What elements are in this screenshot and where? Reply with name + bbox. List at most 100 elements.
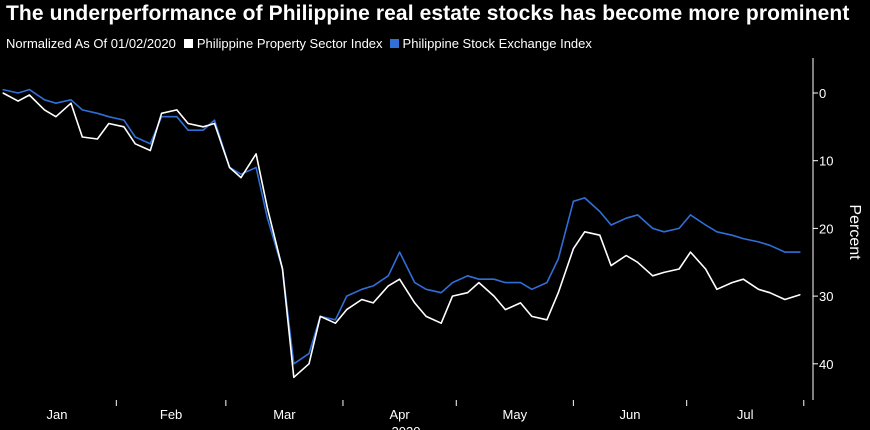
data-point-property	[652, 275, 654, 277]
data-point-property	[425, 315, 427, 317]
data-point-property	[149, 149, 151, 152]
data-point-psei	[663, 231, 665, 233]
data-point-property	[43, 109, 46, 111]
y-tick-label: 0	[819, 86, 826, 101]
data-point-psei	[43, 99, 46, 101]
data-point-psei	[399, 251, 401, 253]
data-point-property	[281, 268, 284, 270]
data-point-psei	[255, 166, 257, 169]
data-point-psei	[705, 224, 707, 226]
data-point-psei	[240, 173, 242, 175]
data-point-property	[187, 122, 189, 125]
data-point-psei	[637, 214, 639, 216]
data-point-psei	[784, 251, 786, 253]
data-point-psei	[266, 217, 268, 219]
data-point-psei	[769, 244, 771, 246]
data-point-property	[134, 143, 136, 145]
data-point-property	[478, 282, 480, 284]
x-tick-label: Feb	[160, 407, 182, 422]
data-point-psei	[652, 227, 654, 229]
data-point-property	[108, 122, 110, 125]
data-point-property	[678, 268, 680, 270]
data-point-property	[293, 376, 295, 378]
data-point-property	[625, 254, 627, 257]
data-point-property	[346, 309, 348, 311]
data-point-psei	[361, 288, 363, 290]
x-tick-label: May	[503, 407, 528, 422]
data-point-property	[757, 288, 760, 290]
data-point-psei	[599, 210, 601, 213]
data-point-psei	[372, 285, 374, 287]
data-point-psei	[108, 116, 110, 118]
y-tick-label: 30	[819, 289, 833, 304]
data-point-psei	[689, 214, 692, 216]
data-point-property	[361, 298, 363, 301]
data-point-property	[229, 166, 231, 169]
data-point-property	[414, 302, 416, 304]
data-point-psei	[451, 282, 454, 284]
x-tick-label: Apr	[389, 407, 410, 422]
data-point-psei	[467, 275, 469, 277]
data-point-psei	[678, 227, 680, 229]
data-point-property	[255, 153, 257, 155]
data-point-property	[266, 207, 268, 209]
data-point-psei	[584, 197, 586, 199]
legend-item-psei: Philippine Stock Exchange Index	[389, 36, 592, 51]
data-point-property	[81, 136, 83, 138]
data-point-property	[716, 288, 718, 290]
data-point-psei	[96, 112, 98, 114]
data-point-psei	[334, 319, 336, 321]
data-point-property	[769, 292, 771, 294]
data-point-psei	[478, 278, 480, 280]
data-point-psei	[572, 200, 575, 202]
data-point-property	[557, 292, 559, 294]
data-point-psei	[742, 238, 744, 240]
data-point-psei	[308, 353, 310, 355]
data-point-property	[55, 116, 57, 118]
data-point-property	[451, 295, 454, 297]
x-tick-label: Jun	[620, 407, 641, 422]
data-point-psei	[134, 136, 136, 138]
data-point-psei	[716, 231, 718, 233]
chart-title: The underperformance of Philippine real …	[6, 2, 850, 25]
data-point-property	[519, 302, 522, 304]
y-axis-title: Percent	[846, 204, 863, 260]
x-axis-title: 2020	[392, 424, 421, 430]
data-point-property	[2, 92, 4, 94]
x-tick-label: Jan	[47, 407, 68, 422]
data-point-psei	[546, 282, 548, 284]
data-point-property	[240, 177, 242, 179]
data-point-psei	[55, 102, 57, 104]
normalization-note: Normalized As Of 01/02/2020	[6, 36, 176, 51]
data-point-property	[742, 278, 744, 280]
series-line-psei	[2, 88, 800, 365]
data-point-psei	[213, 119, 216, 121]
data-point-psei	[293, 363, 295, 365]
legend-item-property: Philippine Property Sector Index	[183, 36, 383, 51]
legend-swatch-property	[183, 39, 193, 48]
data-point-property	[334, 322, 336, 324]
data-point-psei	[28, 89, 30, 91]
data-point-psei	[414, 282, 416, 284]
data-point-property	[123, 126, 125, 128]
data-point-psei	[531, 288, 533, 290]
legend-label-property: Philippine Property Sector Index	[196, 36, 383, 51]
data-point-property	[308, 363, 310, 365]
data-point-property	[689, 251, 692, 253]
data-point-property	[399, 278, 401, 280]
data-point-psei	[610, 224, 612, 226]
data-point-psei	[2, 89, 4, 91]
data-point-psei	[70, 99, 72, 101]
data-point-property	[372, 302, 374, 304]
data-point-psei	[504, 282, 506, 284]
data-point-psei	[346, 295, 348, 297]
data-point-property	[663, 271, 665, 273]
y-tick-label: 10	[819, 154, 833, 169]
data-point-property	[504, 309, 506, 311]
legend: Normalized As Of 01/02/2020 Philippine P…	[6, 36, 599, 51]
data-point-psei	[757, 241, 760, 243]
data-point-psei	[557, 258, 559, 260]
data-point-property	[799, 294, 801, 296]
